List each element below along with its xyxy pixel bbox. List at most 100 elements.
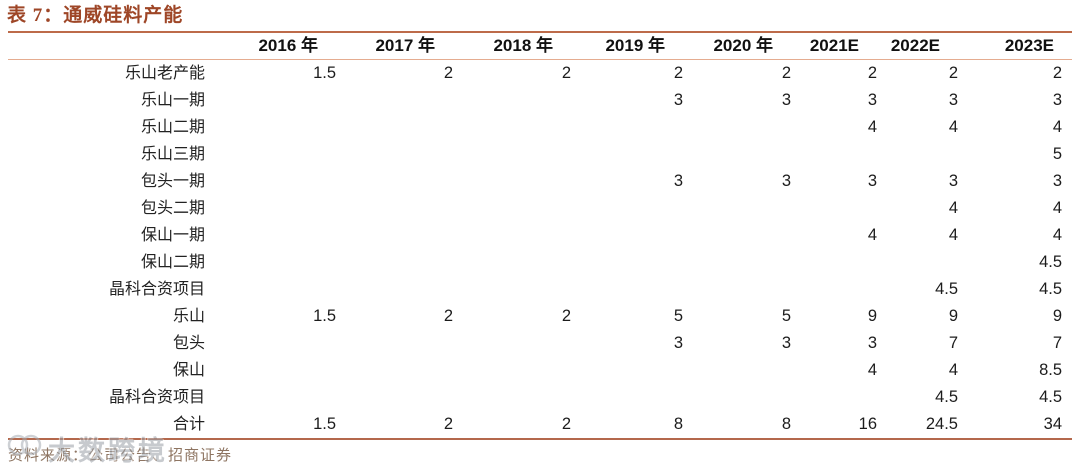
value-cell	[573, 114, 685, 141]
value-cell	[213, 249, 338, 276]
row-label: 乐山三期	[140, 146, 205, 163]
value-cell: 2	[948, 64, 958, 82]
value-cell	[685, 357, 793, 384]
value-cell	[455, 168, 573, 195]
value-cell: 4.5	[1039, 253, 1062, 271]
value-cell	[879, 249, 960, 276]
value-cell	[793, 384, 879, 411]
value-cell: 4	[948, 118, 958, 136]
table-row: 包头 3 3 3 7 7	[8, 330, 1072, 357]
value-cell: 4	[948, 226, 958, 244]
source-note: 资料来源：公司公告、招商证券	[8, 448, 233, 464]
row-label: 保山二期	[140, 254, 205, 271]
value-cell	[793, 195, 879, 222]
value-cell	[213, 87, 338, 114]
value-cell	[455, 384, 573, 411]
value-cell: 4.5	[1039, 280, 1062, 298]
value-cell: 1.5	[213, 411, 338, 440]
row-label: 合计	[8, 411, 213, 440]
value-cell: 7	[948, 334, 958, 352]
value-cell: 3	[867, 172, 877, 190]
table-row: 晶科合资项目 4.5 4.5	[8, 384, 1072, 411]
value-cell: 3	[867, 91, 877, 109]
table-row: 乐山 1.5 2 2 5 5 9 9 9	[8, 303, 1072, 330]
value-cell	[213, 222, 338, 249]
value-cell	[573, 222, 685, 249]
table-row: 保山一期 4 4 4	[8, 222, 1072, 249]
row-label: 乐山一期	[140, 92, 205, 109]
row-label: 乐山老产能	[124, 65, 205, 82]
value-cell	[573, 276, 685, 303]
value-cell	[338, 249, 455, 276]
value-cell	[879, 141, 960, 168]
table-row: 乐山二期 4 4 4	[8, 114, 1072, 141]
value-cell	[338, 384, 455, 411]
column-header: 2016 年	[213, 31, 338, 60]
value-cell	[338, 114, 455, 141]
column-header-label	[8, 31, 213, 60]
value-cell: 4	[1052, 118, 1062, 136]
value-cell	[455, 249, 573, 276]
table-row: 合计 1.5 2 2 8 8 16 24.5 34	[8, 411, 1072, 440]
value-cell: 8	[573, 411, 685, 440]
value-cell	[213, 357, 338, 384]
value-cell	[685, 114, 793, 141]
value-cell	[213, 141, 338, 168]
table-row: 保山 4 4 8.5	[8, 357, 1072, 384]
value-cell: 4	[948, 361, 958, 379]
value-cell	[573, 357, 685, 384]
value-cell: 9	[867, 307, 877, 325]
value-cell	[338, 195, 455, 222]
column-header: 2023E	[960, 31, 1072, 60]
value-cell	[685, 249, 793, 276]
row-label: 乐山	[172, 308, 205, 325]
value-cell: 3	[673, 91, 683, 109]
value-cell: 2	[867, 64, 877, 82]
value-cell	[338, 141, 455, 168]
value-cell	[213, 330, 338, 357]
value-cell: 34	[960, 411, 1072, 440]
row-label: 晶科合资项目	[108, 281, 205, 298]
row-label: 乐山二期	[140, 119, 205, 136]
value-cell: 3	[781, 172, 791, 190]
value-cell	[455, 114, 573, 141]
column-header: 2021E	[793, 31, 879, 60]
value-cell: 4	[867, 118, 877, 136]
value-cell: 2	[443, 64, 453, 82]
value-cell: 5	[673, 307, 683, 325]
value-cell	[793, 276, 879, 303]
table-row: 包头二期 4 4	[8, 195, 1072, 222]
value-cell	[455, 222, 573, 249]
value-cell	[685, 384, 793, 411]
value-cell: 4.5	[935, 388, 958, 406]
value-cell	[455, 141, 573, 168]
value-cell	[573, 249, 685, 276]
value-cell	[338, 276, 455, 303]
value-cell: 8	[685, 411, 793, 440]
value-cell	[573, 384, 685, 411]
value-cell	[573, 141, 685, 168]
value-cell: 3	[781, 334, 791, 352]
column-header: 2020 年	[685, 31, 793, 60]
row-label: 保山一期	[140, 227, 205, 244]
value-cell: 2	[561, 64, 571, 82]
value-cell: 4	[1052, 199, 1062, 217]
value-cell: 4	[867, 361, 877, 379]
value-cell	[338, 168, 455, 195]
value-cell: 1.5	[313, 307, 336, 325]
value-cell: 2	[673, 64, 683, 82]
value-cell	[455, 276, 573, 303]
value-cell: 3	[948, 172, 958, 190]
value-cell	[455, 87, 573, 114]
value-cell	[213, 384, 338, 411]
value-cell: 4	[1052, 226, 1062, 244]
value-cell	[213, 276, 338, 303]
column-header: 2017 年	[338, 31, 455, 60]
row-label: 保山	[172, 362, 205, 379]
value-cell	[338, 330, 455, 357]
value-cell	[455, 330, 573, 357]
row-label: 包头	[172, 335, 205, 352]
value-cell	[213, 195, 338, 222]
value-cell: 3	[1052, 172, 1062, 190]
value-cell: 2	[443, 307, 453, 325]
